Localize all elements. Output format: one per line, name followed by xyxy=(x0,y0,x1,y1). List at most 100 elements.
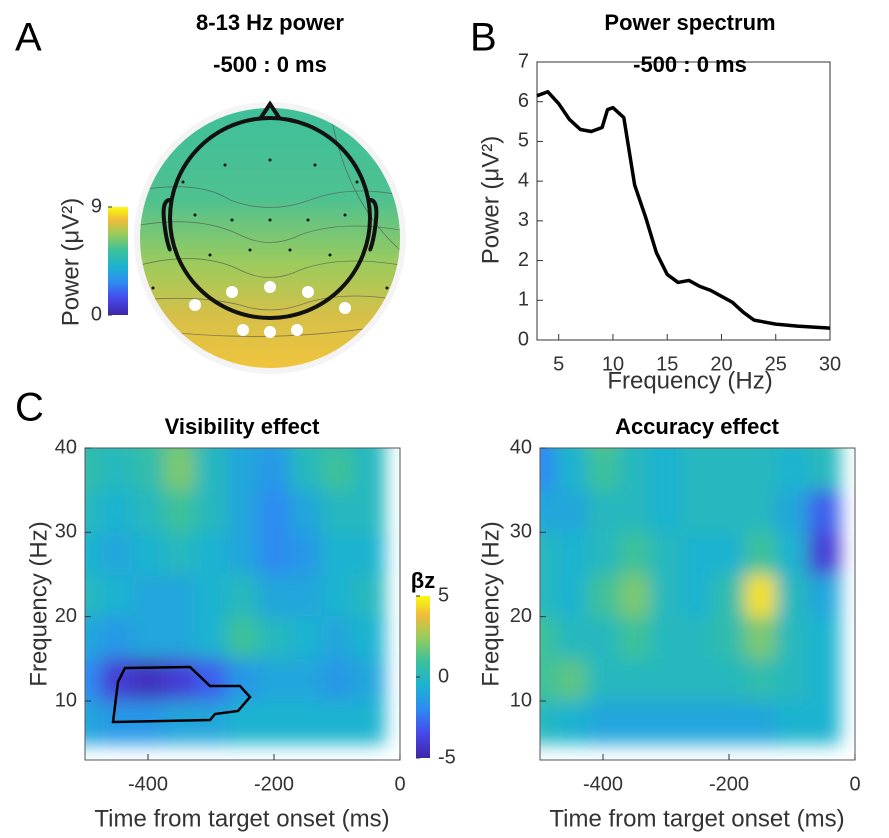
heatmap-cell xyxy=(776,448,809,492)
heatmap-cell xyxy=(163,616,197,660)
heatmap-cell xyxy=(807,490,841,534)
heatmap-cell xyxy=(744,658,778,702)
chart-title: 8-13 Hz power xyxy=(196,10,344,35)
heatmap-cell xyxy=(807,616,841,660)
heatmap-cell xyxy=(100,616,134,660)
heatmap-cell xyxy=(321,532,354,576)
heatmap-cell xyxy=(807,448,841,449)
heatmap-cell xyxy=(226,616,260,660)
heatmap-cell xyxy=(555,658,589,702)
heatmap-cell xyxy=(321,574,354,618)
y-tick-label: 6 xyxy=(518,90,529,112)
heatmap-cell xyxy=(163,532,197,576)
chart-title: Power spectrum xyxy=(604,10,775,35)
chart-subtitle: -500 : 0 ms xyxy=(213,52,327,77)
y-axis-label: Power (μV²) xyxy=(477,136,504,265)
heatmap-cell xyxy=(195,658,228,702)
heatmap-cell xyxy=(85,616,102,660)
heatmap-cell xyxy=(618,448,652,492)
heatmap-cell xyxy=(555,448,589,449)
y-tick-label: 2 xyxy=(518,249,529,271)
heatmap-cell xyxy=(587,574,620,618)
heatmap-cell xyxy=(195,448,228,492)
heatmap-cells xyxy=(85,448,386,745)
x-tick-label: 25 xyxy=(765,353,787,375)
heatmap-cell xyxy=(618,532,652,576)
heatmap-cell xyxy=(352,448,386,449)
heatmap-cell xyxy=(195,490,228,534)
heatmap-cell xyxy=(258,490,291,534)
heatmap-cell xyxy=(618,574,652,618)
heatmap-cell xyxy=(744,448,778,492)
heatmap-cell xyxy=(289,448,323,492)
heatmap-cell xyxy=(226,490,260,534)
heatmap-cell xyxy=(132,532,165,576)
heatmap-cell xyxy=(85,574,102,618)
heatmap-cell xyxy=(713,658,746,702)
y-tick-label: 7 xyxy=(518,50,529,72)
heatmap-cell xyxy=(289,658,323,702)
heatmap-cell xyxy=(226,700,260,745)
colorbar xyxy=(108,207,128,315)
heatmap-cell xyxy=(163,658,197,702)
heatmap-cell xyxy=(132,448,165,449)
heatmap-cell xyxy=(555,700,589,745)
panel-label: C xyxy=(15,386,44,430)
heatmap-cell xyxy=(555,448,589,492)
cluster-contour xyxy=(111,665,252,724)
heatmap-cell xyxy=(618,700,652,745)
heatmap-cell xyxy=(587,616,620,660)
y-tick-label: 30 xyxy=(510,521,532,543)
heatmap-cell xyxy=(540,658,557,702)
plot-area xyxy=(536,61,831,341)
x-tick-label: 30 xyxy=(819,353,841,375)
heatmap-cell xyxy=(618,616,652,660)
heatmap-cell xyxy=(85,448,102,492)
panel-label: A xyxy=(15,16,42,60)
heatmap-cell xyxy=(540,700,557,745)
heatmap-cell xyxy=(618,490,652,534)
heatmap-cell xyxy=(650,616,683,660)
heatmap-cell xyxy=(713,532,746,576)
heatmap-cell xyxy=(132,574,165,618)
heatmap-cell xyxy=(100,490,134,534)
heatmap xyxy=(85,448,386,745)
heatmap-cell xyxy=(258,574,291,618)
heatmap-cell xyxy=(776,616,809,660)
heatmap-cell xyxy=(289,616,323,660)
colorbar-tick-label: -5 xyxy=(438,746,456,768)
heatmap-cell xyxy=(807,448,841,492)
heatmap-cell xyxy=(163,490,197,534)
heatmap-cell xyxy=(195,532,228,576)
x-tick-label: -400 xyxy=(583,773,623,795)
heatmap-cell xyxy=(540,490,557,534)
heatmap-cell xyxy=(352,616,386,660)
y-tick-label: 20 xyxy=(55,605,77,627)
heatmap-cell xyxy=(555,490,589,534)
y-tick-label: 20 xyxy=(510,605,532,627)
x-tick-label: 20 xyxy=(710,353,732,375)
heatmap-cell xyxy=(352,574,386,618)
heatmap-cell xyxy=(713,700,746,745)
heatmap-cell xyxy=(289,700,323,745)
x-tick-label: -200 xyxy=(254,773,294,795)
x-tick-label: -400 xyxy=(128,773,168,795)
heatmap-cell xyxy=(100,448,134,449)
heatmap-cell xyxy=(321,448,354,492)
heatmap-cell xyxy=(650,700,683,745)
heatmap-cell xyxy=(258,448,291,492)
heatmap-cell xyxy=(132,658,165,702)
plot-frame xyxy=(84,447,401,761)
colorbar-label: Power (μV²) xyxy=(57,198,84,327)
colorbar xyxy=(416,596,430,758)
heatmap-cell xyxy=(744,490,778,534)
heatmap-cell xyxy=(540,616,557,660)
heatmap-cell xyxy=(85,532,102,576)
heatmap-cell xyxy=(100,448,134,492)
y-tick-label: 40 xyxy=(55,436,77,458)
heatmap-cell xyxy=(540,448,557,492)
heatmap-cell xyxy=(226,658,260,702)
heatmap-cell xyxy=(226,448,260,492)
spectrum-line xyxy=(536,90,831,330)
